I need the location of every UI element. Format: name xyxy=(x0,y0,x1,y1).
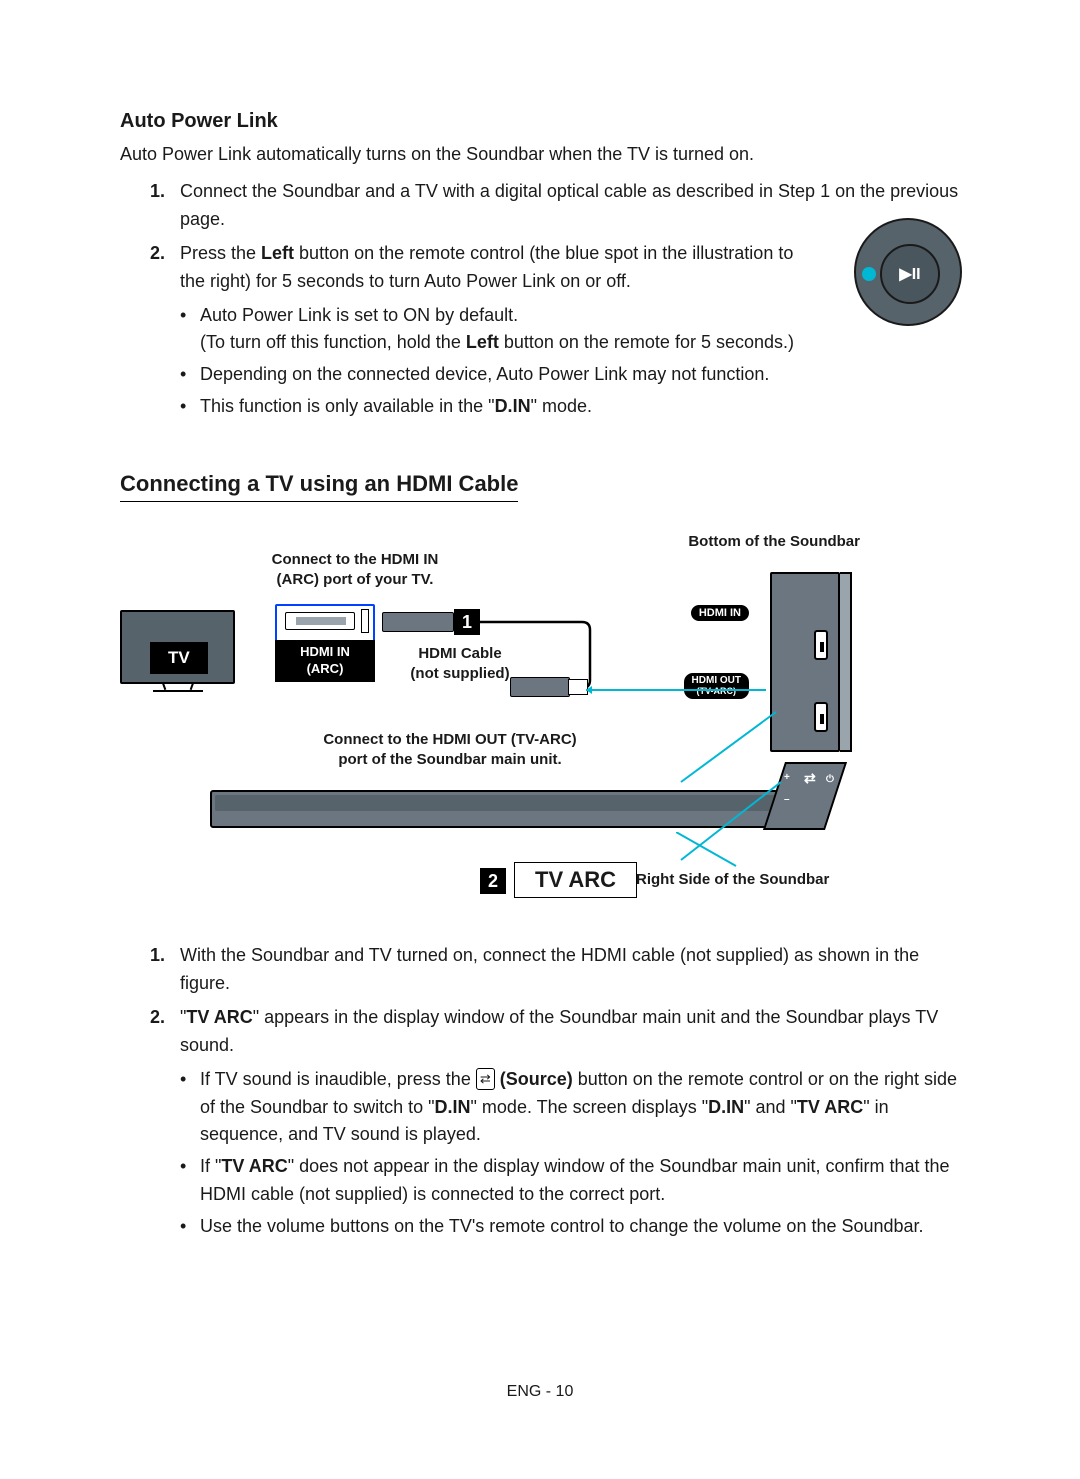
hdmi-out-port xyxy=(814,702,828,732)
step-2-number: 2. xyxy=(150,240,165,268)
hdmi-section-heading: Connecting a TV using an HDMI Cable xyxy=(120,471,518,502)
step-1-text: Connect the Soundbar and a TV with a dig… xyxy=(180,181,958,229)
hdmi-step-1: 1. With the Soundbar and TV turned on, c… xyxy=(150,942,960,998)
remote-pad-illustration: ▶II xyxy=(854,218,962,326)
tv-label: TV xyxy=(150,642,208,674)
hdmi-bullet-1: If TV sound is inaudible, press the ⇄ (S… xyxy=(180,1066,960,1150)
source-panel-icon: ⇄ xyxy=(804,770,816,787)
hdmi-in-arc-label: HDMI IN(ARC) xyxy=(275,640,375,682)
hdmi-port-pin xyxy=(361,609,369,633)
hdmi-plug-1 xyxy=(382,612,454,632)
hdmi-step-1-number: 1. xyxy=(150,942,165,970)
hdmi-in-port xyxy=(814,630,828,660)
bottom-of-soundbar-label: Bottom of the Soundbar xyxy=(688,532,860,552)
hdmi-port-illustration xyxy=(285,612,355,630)
hdmi-step-2: 2. "TV ARC" appears in the display windo… xyxy=(150,1004,960,1241)
play-pause-icon: ▶II xyxy=(880,244,940,304)
hdmi-plug-2 xyxy=(510,677,570,697)
hdmi-bullet-3: Use the volume buttons on the TV's remot… xyxy=(180,1213,960,1241)
hdmi-connection-figure: Bottom of the Soundbar Connect to the HD… xyxy=(120,532,960,912)
connect-hdmi-out-label: Connect to the HDMI OUT (TV-ARC)port of … xyxy=(310,730,590,769)
step-1-number: 1. xyxy=(150,178,165,206)
right-side-callout xyxy=(676,832,796,872)
step-2-bullet-3: This function is only available in the "… xyxy=(180,393,810,421)
hdmi-step-1-text: With the Soundbar and TV turned on, conn… xyxy=(180,945,919,993)
step-2-text: Press the Left button on the remote cont… xyxy=(180,243,793,291)
power-panel-icon: ⏻ xyxy=(826,774,834,785)
hdmi-in-chip: HDMI IN xyxy=(690,604,750,622)
badge-2: 2 xyxy=(480,868,506,894)
source-icon: ⇄ xyxy=(476,1068,495,1090)
step-2-bullet-2: Depending on the connected device, Auto … xyxy=(180,361,810,389)
hdmi-plug-2-tip xyxy=(568,679,588,695)
hdmi-bullet-2: If "TV ARC" does not appear in the displ… xyxy=(180,1153,960,1209)
hdmi-step-2-number: 2. xyxy=(150,1004,165,1032)
step-2-bullet-1: Auto Power Link is set to ON by default.… xyxy=(180,302,810,358)
left-button-highlight xyxy=(862,267,876,281)
hdmi-step-2-text: "TV ARC" appears in the display window o… xyxy=(180,1007,938,1055)
auto-power-link-title: Auto Power Link xyxy=(120,110,960,133)
auto-power-link-intro: Auto Power Link automatically turns on t… xyxy=(120,141,960,168)
step-1: 1. Connect the Soundbar and a TV with a … xyxy=(150,178,960,234)
panel-shadow xyxy=(840,572,852,752)
connect-hdmi-in-label: Connect to the HDMI IN(ARC) port of your… xyxy=(250,550,460,589)
right-side-label: Right Side of the Soundbar xyxy=(636,870,829,890)
tv-arc-display-box: TV ARC xyxy=(514,862,637,898)
step-2: 2. Press the Left button on the remote c… xyxy=(150,240,960,421)
page-footer: ENG - 10 xyxy=(0,1383,1080,1401)
